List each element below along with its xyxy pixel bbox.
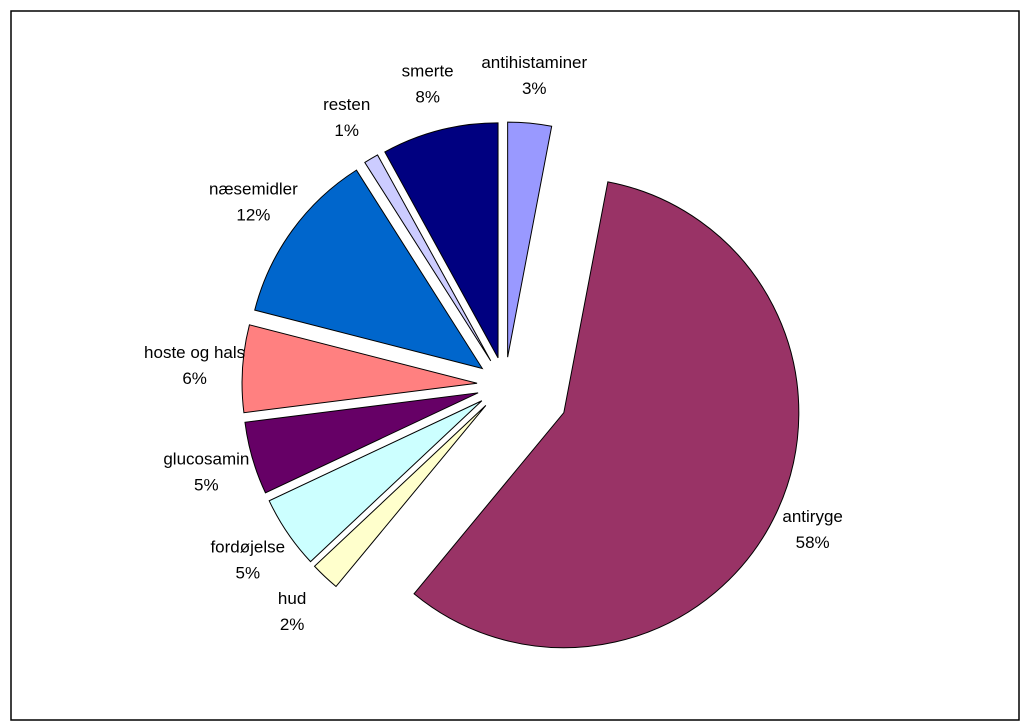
- slice-value-label: 6%: [182, 369, 207, 388]
- pie-slice: [413, 181, 800, 649]
- slice-value-label: 58%: [796, 533, 830, 552]
- pie-slice: [268, 400, 483, 563]
- pie-slice: [244, 392, 479, 494]
- slice-label: smerte: [402, 61, 454, 80]
- slice-label: hud: [278, 589, 306, 608]
- slice-value-label: 5%: [194, 475, 219, 494]
- slice-value-label: 12%: [236, 206, 270, 225]
- slice-value-label: 8%: [415, 87, 440, 106]
- slice-label: antiryge: [782, 507, 842, 526]
- slice-value-label: 2%: [280, 615, 305, 634]
- slice-value-label: 3%: [522, 79, 547, 98]
- slice-label: fordøjelse: [210, 537, 285, 556]
- pie-slice: [313, 405, 487, 588]
- pie-slice: [364, 154, 492, 362]
- slice-label: resten: [323, 95, 370, 114]
- pie-slice: [254, 169, 484, 370]
- slice-value-label: 1%: [334, 121, 359, 140]
- pie-slice: [384, 122, 499, 359]
- slice-label: glucosamin: [163, 449, 249, 468]
- slice-label: hoste og hals: [144, 343, 245, 362]
- pie-slice: [507, 121, 553, 358]
- pie-slice: [241, 324, 478, 414]
- slice-label: antihistaminer: [481, 53, 587, 72]
- slice-value-label: 5%: [235, 563, 260, 582]
- slice-label: næsemidler: [209, 180, 298, 199]
